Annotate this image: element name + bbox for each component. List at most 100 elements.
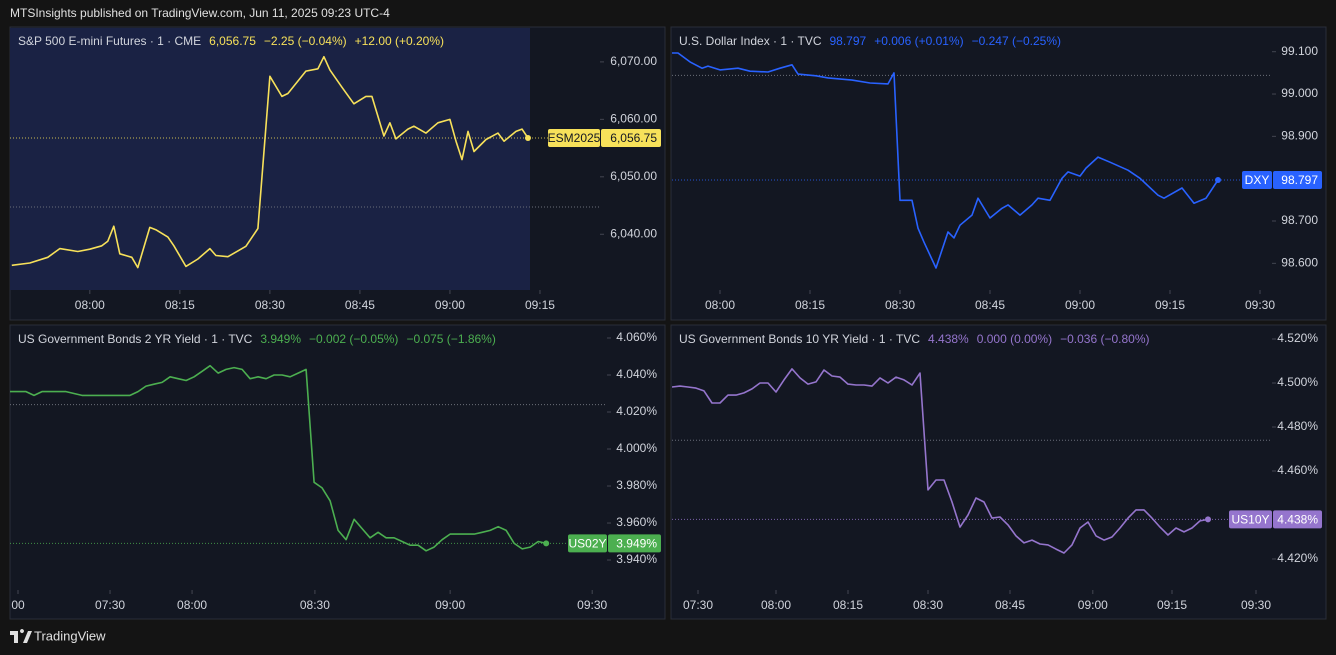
x-tick-label: 09:00 [435,598,465,612]
y-tick-label: 98.600 [1281,256,1318,270]
price-tag-label: 3.949% [616,537,657,551]
y-tick-label: 6,050.00 [610,169,657,183]
legend-value: −2.25 (−0.04%) [264,34,347,48]
x-tick-label: 08:45 [995,598,1025,612]
x-tick-label: 09:00 [1078,598,1108,612]
y-tick-label: 3.960% [616,515,657,529]
y-tick-label: 6,070.00 [610,54,657,68]
legend-title: US Government Bonds 2 YR Yield · 1 · TVC [18,332,253,346]
price-line [11,55,529,269]
y-tick-label: 99.000 [1281,86,1318,100]
legend-title: S&P 500 E-mini Futures · 1 · CME [18,34,201,48]
legend-value: −0.075 (−1.86%) [406,332,495,346]
price-tag-label: 98.797 [1281,173,1318,187]
y-tick-label: 98.700 [1281,213,1318,227]
x-tick-label: 08:30 [885,298,915,312]
price-line [672,52,1219,269]
last-point [524,135,531,142]
x-tick-label: 08:00 [177,598,207,612]
x-tick-label: 08:00 [761,598,791,612]
y-tick-label: 4.020% [616,404,657,418]
last-point [1205,516,1211,523]
symbol-tag [568,534,607,553]
symbol-tag-label: DXY [1245,173,1270,187]
footer: TradingView [34,628,106,643]
x-tick-label: 09:15 [1157,598,1187,612]
y-tick-label: 4.460% [1277,463,1318,477]
price-tag [1273,510,1322,529]
x-tick-label: 09:00 [435,298,465,312]
x-tick-label: 09:15 [525,298,555,312]
price-line [672,368,1209,554]
symbol-tag [1229,510,1272,529]
y-tick-label: 6,040.00 [610,226,657,240]
x-tick-label: 07:30 [683,598,713,612]
symbol-tag-label: US10Y [1231,513,1269,527]
x-tick-label: 08:00 [705,298,735,312]
x-tick-label: 09:30 [577,598,607,612]
legend-value: +0.006 (+0.01%) [874,34,963,48]
legend-value: −0.036 (−0.80%) [1060,332,1149,346]
symbol-tag [1242,170,1272,189]
plot [672,368,1272,554]
legend-value: 98.797 [830,34,867,48]
y-tick-label: 4.500% [1277,375,1318,389]
y-tick-label: 4.040% [616,367,657,381]
panel [670,324,1327,620]
y-tick-label: 4.520% [1277,331,1318,345]
x-tick-label: 08:30 [255,298,285,312]
x-tick-label: 08:45 [345,298,375,312]
session-highlight [10,28,530,290]
price-tag [608,534,661,553]
tradingview-logo [10,629,32,643]
y-tick-label: 3.980% [616,478,657,492]
symbol-tag-label: US02Y [568,537,606,551]
x-tick-label: 08:45 [975,298,1005,312]
x-tick-label: 09:30 [1241,598,1271,612]
y-tick-label: 99.100 [1281,44,1318,58]
y-tick-label: 98.900 [1281,129,1318,143]
x-tick-label: 00 [11,598,25,612]
symbol-tag [548,129,600,148]
last-point [1215,176,1221,183]
header: MTSInsights published on TradingView.com… [10,6,390,20]
x-tick-label: 08:15 [795,298,825,312]
price-line [10,364,547,552]
plot [10,364,607,552]
x-tick-label: 08:15 [833,598,863,612]
x-tick-label: 08:15 [165,298,195,312]
plot [672,52,1272,269]
last-point [543,540,550,547]
y-tick-label: 6,060.00 [610,112,657,126]
x-tick-label: 08:30 [300,598,330,612]
x-tick-label: 07:30 [95,598,125,612]
panel [9,324,666,620]
x-tick-label: 09:00 [1065,298,1095,312]
x-tick-label: 09:30 [1245,298,1275,312]
price-tag-label: 6,056.75 [610,131,657,145]
legend-value: 6,056.75 [209,34,256,48]
price-tag [1273,170,1322,189]
y-tick-label: 4.480% [1277,419,1318,433]
y-tick-label: 4.060% [616,330,657,344]
legend-value: +12.00 (+0.20%) [355,34,444,48]
legend-value: −0.247 (−0.25%) [972,34,1061,48]
x-tick-label: 09:15 [1155,298,1185,312]
symbol-tag-label: ESM2025 [548,131,601,145]
x-tick-label: 08:00 [75,298,105,312]
legend-value: 0.000 (0.00%) [977,332,1052,346]
plot [10,55,600,269]
legend-title: U.S. Dollar Index · 1 · TVC [679,34,822,48]
legend-value: −0.002 (−0.05%) [309,332,398,346]
legend-title: US Government Bonds 10 YR Yield · 1 · TV… [679,332,920,346]
y-tick-label: 4.000% [616,441,657,455]
price-tag-label: 4.438% [1277,513,1318,527]
legend-value: 4.438% [928,332,969,346]
y-tick-label: 4.420% [1277,551,1318,565]
y-tick-label: 3.940% [616,552,657,566]
x-tick-label: 08:30 [913,598,943,612]
legend-value: 3.949% [260,332,301,346]
price-tag [601,129,661,148]
